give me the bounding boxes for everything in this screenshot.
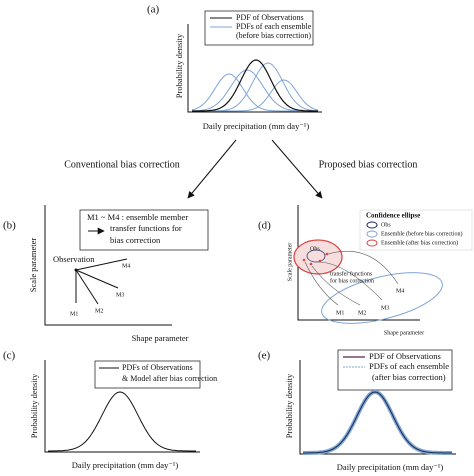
member-label: M4 (396, 288, 404, 294)
legend-text: & Model after bias correction (122, 374, 217, 383)
legend-text: PDFs of each ensemble (369, 361, 449, 371)
member-label: M4 (122, 263, 130, 269)
legend-text: (after bias correction) (372, 372, 446, 382)
ellipse-after (293, 239, 343, 275)
panel-label: (d) (258, 220, 271, 232)
x-axis-label: Daily precipitation (mm day⁻¹) (72, 460, 179, 470)
legend-swatch (366, 239, 378, 247)
y-axis-label: Probability density (29, 373, 39, 438)
x-axis-label: Daily precipitation (mm day⁻¹) (337, 462, 444, 472)
ellipse-before (321, 272, 443, 324)
obs-label: Obs (310, 246, 320, 252)
pdf-curve (303, 389, 452, 455)
points (302, 252, 329, 266)
member-label: M3 (116, 292, 124, 298)
pdf-curve (192, 59, 318, 112)
legend-swatch (366, 221, 378, 229)
legend-box (94, 360, 201, 389)
panel-label: (b) (3, 220, 16, 232)
member-label: M2 (358, 310, 366, 316)
transfer-lines (75, 258, 128, 305)
transfer-lines (304, 251, 399, 306)
legend-text: PDF of Observations (236, 13, 304, 22)
axes (187, 24, 322, 113)
legend-text: (before bias correction) (236, 31, 311, 40)
transfer-text: for bias correction (330, 277, 374, 284)
arrow (271, 139, 323, 199)
legend-text: PDFs of each ensemble (236, 22, 312, 31)
arrow-label: Conventional bias correction (64, 159, 180, 170)
y-axis-label: Scale parameter (287, 243, 293, 281)
member-label: M1 (70, 311, 78, 317)
panel-label: (c) (3, 350, 16, 362)
x-axis-label: Shape parameter (132, 333, 189, 343)
transfer-text: transfer functions (330, 270, 373, 277)
legend-swatch (366, 230, 378, 238)
ellipse-obs (306, 249, 326, 263)
pdf-curve (192, 69, 318, 112)
axes (299, 360, 456, 455)
legend-text: PDF of Observations (369, 351, 441, 361)
legend-box (359, 209, 473, 251)
legend-text: Ensemble (after bias correction) (381, 239, 458, 246)
arrow (187, 139, 237, 199)
point (74, 268, 78, 272)
legend-text: PDFs of Observations (122, 363, 193, 372)
member-label: M2 (95, 308, 103, 314)
panel-label: (a) (147, 4, 160, 16)
note-text: transfer functions for (110, 223, 182, 233)
pdf-curve (192, 79, 319, 112)
y-axis-label: Probability density (174, 33, 184, 98)
panel-label: (e) (258, 350, 271, 362)
axes (44, 205, 172, 326)
x-axis-label: Shape parameter (384, 330, 424, 336)
note-text: M1 ~ M4 : ensemble member (87, 212, 188, 222)
legend-box (204, 10, 314, 46)
legend-title: Confidence ellipse (366, 212, 420, 220)
arrow-label: Proposed bias correction (319, 159, 418, 170)
pdf-curve (48, 391, 196, 452)
legend-text: Ensemble (before bias correction) (381, 230, 462, 237)
axes (44, 360, 200, 453)
legend-text: Obs (381, 222, 391, 228)
member-label: M3 (381, 305, 389, 311)
y-axis-label: Scale parameter (28, 238, 38, 293)
pdf-curve (303, 391, 452, 454)
member-label: M1 (336, 310, 344, 316)
note-text: bias correction (110, 235, 161, 245)
y-axis-label: Probability density (284, 373, 294, 438)
obs-label: Observation (53, 254, 95, 264)
x-axis-label: Daily precipitation (mm day⁻¹) (203, 121, 310, 131)
